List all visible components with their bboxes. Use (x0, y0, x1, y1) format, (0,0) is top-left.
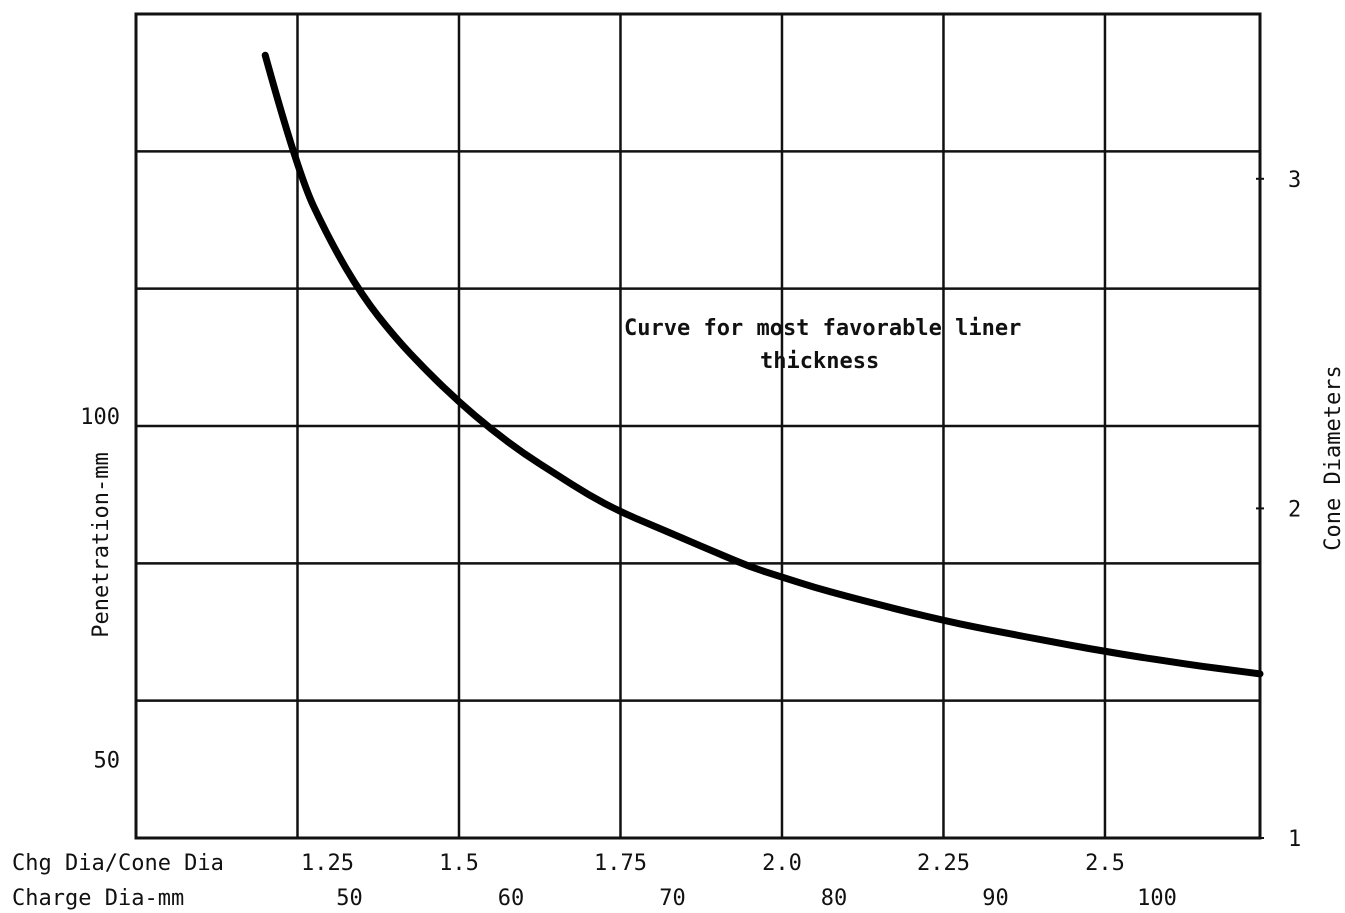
y-tick-right-2: 2 (1288, 497, 1301, 522)
y-tick-left-50: 50 (94, 748, 121, 773)
x-tick-row1-0: 50 (336, 886, 363, 911)
chart-grid (134, 12, 1262, 840)
y-tick-left-100: 100 (80, 405, 120, 430)
x-tick-row1-4: 90 (982, 886, 1009, 911)
x-axis-row-label-0: Chg Dia/Cone Dia (12, 851, 224, 876)
x-axis-row-label-1: Charge Dia-mm (12, 886, 184, 911)
penetration-curve-0 (261, 51, 1264, 678)
x-tick-row0-3: 2.0 (762, 851, 802, 876)
x-tick-row1-2: 70 (659, 886, 686, 911)
tick-labels: 100 50 3 2 1 Chg Dia/Cone Dia 1.25 1.5 1.75 2.0 2.… (12, 168, 1301, 911)
x-tick-row0-5: 2.5 (1085, 851, 1125, 876)
x-tick-row0-0: 1.25 (301, 851, 354, 876)
y-axis-label-left: Penetration-mm (89, 452, 114, 637)
chart-labels: Curve for most favorable liner thickness… (89, 316, 1345, 638)
curve-layer (261, 51, 1264, 678)
x-tick-row1-5: 100 (1137, 886, 1177, 911)
y-tick-right-1: 1 (1288, 827, 1301, 852)
y-tick-right-3: 3 (1288, 168, 1301, 193)
annotation-line-1: Curve for most favorable liner (624, 316, 1021, 341)
x-tick-row0-2: 1.75 (594, 851, 647, 876)
x-tick-row1-1: 60 (498, 886, 525, 911)
annotation-line-2: thickness (760, 349, 879, 374)
y-axis-label-right: Cone Diameters (1321, 365, 1345, 550)
x-tick-row0-4: 2.25 (917, 851, 970, 876)
x-tick-row1-3: 80 (821, 886, 848, 911)
x-tick-row0-1: 1.5 (439, 851, 479, 876)
